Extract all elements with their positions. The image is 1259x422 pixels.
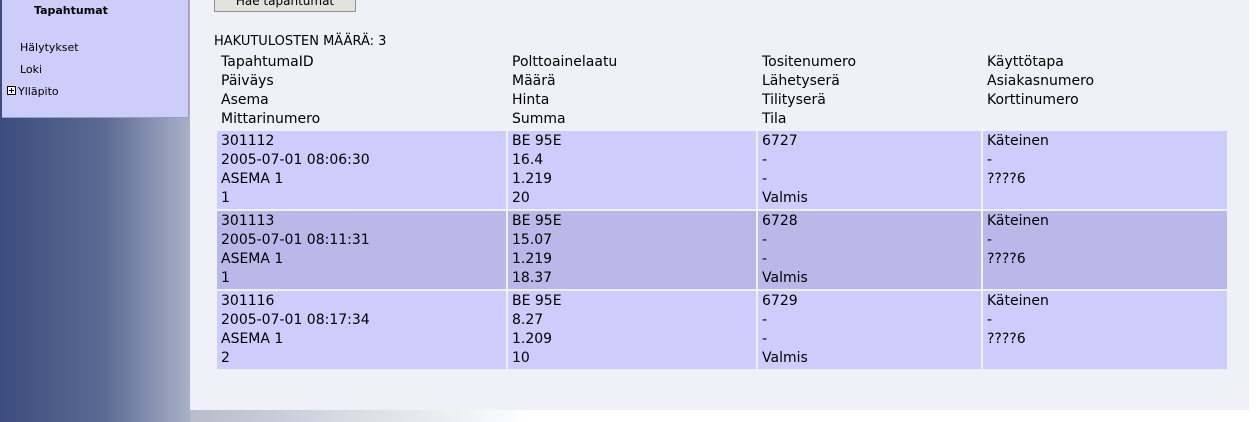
header-label: Korttinumero <box>987 92 1079 108</box>
header-col-4: Käyttötapa Asiakasnumero Korttinumero <box>983 53 1227 131</box>
cell-value: Valmis <box>762 350 808 366</box>
result-count: HAKUTULOSTEN MÄÄRÄ: 3 <box>214 34 387 49</box>
cell-value <box>987 189 1227 208</box>
cell-value: - <box>987 152 993 168</box>
header-label: Tositenumero <box>762 54 857 70</box>
cell-value: - <box>762 331 768 347</box>
cell-col-1: 301112 2005-07-01 08:06:30 ASEMA 1 1 <box>217 131 506 211</box>
table-row[interactable]: 301113 2005-07-01 08:11:31 ASEMA 1 1 BE … <box>217 211 1227 291</box>
cell-value: 6727 <box>762 133 798 149</box>
cell-value: ????6 <box>987 251 1026 267</box>
header-label: Käyttötapa <box>987 54 1064 70</box>
cell-value: 2005-07-01 08:06:30 <box>221 152 370 168</box>
cell-col-1: 301113 2005-07-01 08:11:31 ASEMA 1 1 <box>217 211 506 291</box>
cell-value: 6729 <box>762 293 798 309</box>
header-label: Summa <box>512 111 566 127</box>
cell-value: - <box>762 251 768 267</box>
cell-value: 6728 <box>762 213 798 229</box>
header-label: Lähetyserä <box>762 73 840 89</box>
cell-value: ????6 <box>987 331 1026 347</box>
header-col-1: TapahtumaID Päiväys Asema Mittarinumero <box>217 53 506 131</box>
cell-col-4: Käteinen - ????6 <box>983 131 1227 211</box>
sidebar-item-loki[interactable]: Loki <box>20 63 43 76</box>
cell-value: Käteinen <box>987 213 1049 229</box>
header-label: Tila <box>762 111 787 127</box>
cell-value: 18.37 <box>512 270 553 286</box>
cell-value: - <box>762 232 768 248</box>
cell-value: BE 95E <box>512 133 562 149</box>
main-content: Hae tapahtumat HAKUTULOSTEN MÄÄRÄ: 3 Tap… <box>190 0 1249 410</box>
cell-value: ASEMA 1 <box>221 331 284 347</box>
sidebar-item-label: Ylläpito <box>18 85 59 98</box>
cell-value: Valmis <box>762 190 808 206</box>
cell-value: 2 <box>221 350 230 366</box>
cell-value: 8.27 <box>512 312 544 328</box>
cell-value: 301116 <box>221 293 275 309</box>
header-label: Mittarinumero <box>221 111 321 127</box>
header-label: Asema <box>221 92 269 108</box>
cell-value: 10 <box>512 350 530 366</box>
cell-value: ASEMA 1 <box>221 251 284 267</box>
cell-col-2: BE 95E 8.27 1.209 10 <box>508 291 756 371</box>
cell-value: - <box>987 312 993 328</box>
cell-col-4: Käteinen - ????6 <box>983 211 1227 291</box>
cell-value: 1.219 <box>512 251 553 267</box>
sidebar-menu: Tapahtumat Hälytykset Loki Ylläpito <box>2 0 189 118</box>
header-label: Määrä <box>512 73 556 89</box>
cell-value: ????6 <box>987 171 1026 187</box>
header-col-2: Polttoainelaatu Määrä Hinta Summa <box>508 53 756 131</box>
cell-value: BE 95E <box>512 213 562 229</box>
cell-value: 20 <box>512 190 530 206</box>
cell-col-3: 6729 - - Valmis <box>758 291 981 371</box>
cell-value: 16.4 <box>512 152 544 168</box>
cell-value: BE 95E <box>512 293 562 309</box>
cell-value: - <box>987 232 993 248</box>
cell-value: ASEMA 1 <box>221 171 284 187</box>
cell-value: 301112 <box>221 133 275 149</box>
header-label: Tilityserä <box>762 92 826 108</box>
header-label: Hinta <box>512 92 550 108</box>
cell-value: Käteinen <box>987 133 1049 149</box>
sidebar-item-yllapito[interactable]: Ylläpito <box>7 85 59 98</box>
cell-value: Valmis <box>762 270 808 286</box>
header-col-3: Tositenumero Lähetyserä Tilityserä Tila <box>758 53 981 131</box>
cell-value: 1.209 <box>512 331 553 347</box>
cell-col-3: 6727 - - Valmis <box>758 131 981 211</box>
table-header-row: TapahtumaID Päiväys Asema Mittarinumero … <box>217 53 1227 131</box>
sidebar-item-halytykset[interactable]: Hälytykset <box>20 41 79 54</box>
cell-value: 1.219 <box>512 171 553 187</box>
cell-value <box>987 269 1227 288</box>
header-label: Polttoainelaatu <box>512 54 618 70</box>
header-label: TapahtumaID <box>221 54 314 70</box>
cell-value: 301113 <box>221 213 275 229</box>
search-events-button[interactable]: Hae tapahtumat <box>214 0 356 12</box>
header-label <box>987 110 1227 129</box>
cell-col-4: Käteinen - ????6 <box>983 291 1227 371</box>
cell-value: 2005-07-01 08:17:34 <box>221 312 370 328</box>
cell-value: Käteinen <box>987 293 1049 309</box>
table-row[interactable]: 301116 2005-07-01 08:17:34 ASEMA 1 2 BE … <box>217 291 1227 371</box>
sidebar-item-tapahtumat[interactable]: Tapahtumat <box>34 4 108 17</box>
cell-col-1: 301116 2005-07-01 08:17:34 ASEMA 1 2 <box>217 291 506 371</box>
results-table: TapahtumaID Päiväys Asema Mittarinumero … <box>215 53 1229 371</box>
cell-col-3: 6728 - - Valmis <box>758 211 981 291</box>
cell-value: 2005-07-01 08:11:31 <box>221 232 370 248</box>
table-row[interactable]: 301112 2005-07-01 08:06:30 ASEMA 1 1 BE … <box>217 131 1227 211</box>
cell-value <box>987 349 1227 368</box>
cell-value: 1 <box>221 270 230 286</box>
cell-value: - <box>762 152 768 168</box>
header-label: Päiväys <box>221 73 274 89</box>
cell-col-2: BE 95E 15.07 1.219 18.37 <box>508 211 756 291</box>
cell-value: - <box>762 312 768 328</box>
header-label: Asiakasnumero <box>987 73 1095 89</box>
expand-plus-icon[interactable] <box>7 86 16 95</box>
cell-value: 15.07 <box>512 232 553 248</box>
cell-value: - <box>762 171 768 187</box>
footer-fade <box>190 410 530 422</box>
cell-col-2: BE 95E 16.4 1.219 20 <box>508 131 756 211</box>
cell-value: 1 <box>221 190 230 206</box>
